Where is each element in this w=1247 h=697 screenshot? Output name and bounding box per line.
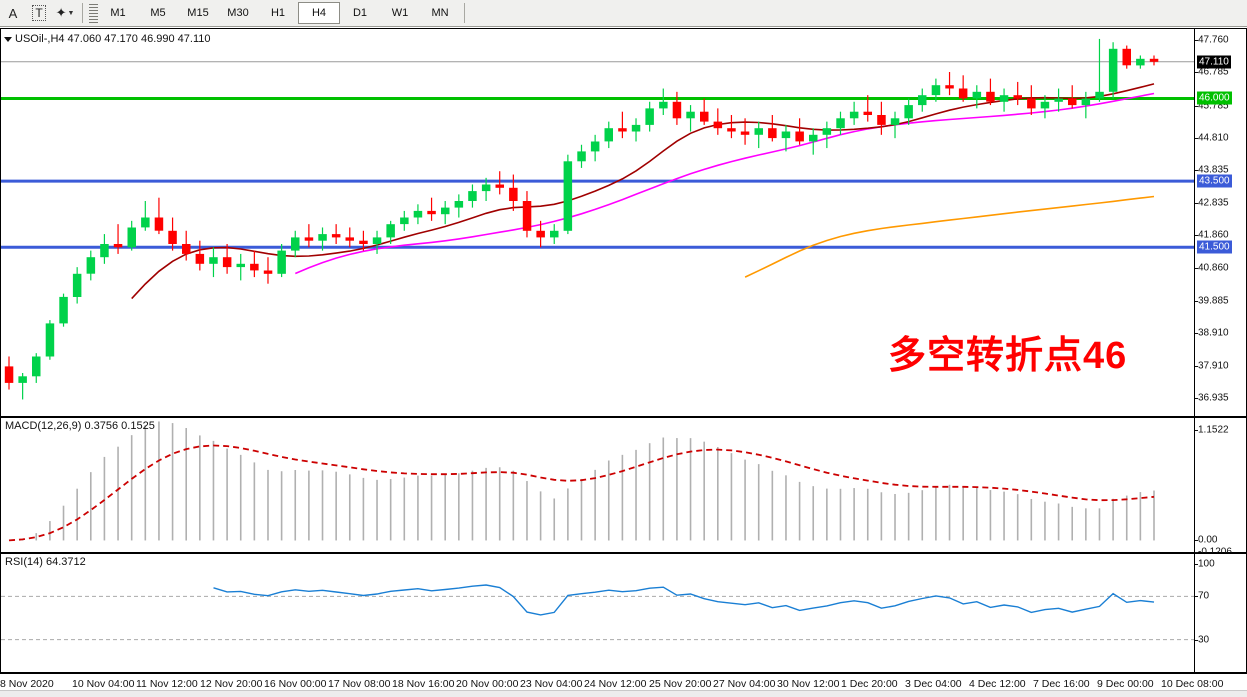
rsi-tick-label: 30: [1198, 634, 1210, 646]
time-axis-label: 30 Nov 12:00: [777, 678, 840, 690]
price-tickmark: [1195, 366, 1198, 368]
macd-panel[interactable]: 1.1522 0.00 -0.1206 MACD(12,26,9) 0.3756 0…: [0, 417, 1247, 558]
macd-label: MACD(12,26,9) 0.3756 0.1525: [5, 420, 155, 432]
objects-dropdown-button[interactable]: ✦ ▼: [52, 1, 78, 25]
macd-tickmark: [1195, 430, 1198, 431]
macd-plot-area[interactable]: [1, 418, 1194, 552]
macd-axis[interactable]: 1.1522 0.00 -0.1206: [1194, 418, 1246, 558]
price-candles: [1, 38, 1194, 400]
price-tick-label: 43.835: [1198, 164, 1229, 176]
rsi-label: RSI(14) 64.3712: [5, 556, 86, 568]
toolbar-divider: [82, 3, 83, 23]
price-badge-green[interactable]: 46.000: [1197, 91, 1232, 105]
chart-annotation: 多空转折点46: [888, 335, 1128, 377]
timeframe-m1[interactable]: M1: [110, 7, 126, 19]
price-axis[interactable]: 47.760 46.785 45.785 44.810 43.835 42.835 41.8…: [1194, 29, 1246, 416]
time-axis-label: 7 Dec 16:00: [1033, 678, 1090, 690]
time-axis-label: 18 Nov 16:00: [392, 678, 455, 690]
chevron-down-icon: ▼: [67, 9, 75, 17]
price-tickmark: [1195, 40, 1198, 42]
price-badge-black[interactable]: 47.110: [1197, 55, 1231, 69]
price-tickmark: [1195, 300, 1198, 302]
price-tick-label: 37.910: [1198, 360, 1229, 372]
price-tickmark: [1195, 105, 1198, 107]
text-tool-button[interactable]: A: [0, 1, 26, 25]
timeframe-m15[interactable]: M15: [187, 7, 209, 19]
price-plot-area[interactable]: [1, 29, 1194, 416]
toolbar: A T ✦ ▼ M1 M5 M15 M30 H1 H4 D1 W1 MN: [0, 0, 1247, 27]
time-axis-label: 27 Nov 04:00: [713, 678, 776, 690]
rsi-tickmark: [1195, 596, 1198, 598]
text-tool-label: A: [8, 5, 18, 21]
time-axis-label: 12 Nov 20:00: [200, 678, 263, 690]
time-axis-label: 3 Dec 04:00: [905, 678, 962, 690]
rsi-tick-label: 70: [1198, 590, 1210, 602]
rsi-panel[interactable]: 100 70 30 RSI(14) 64.3712: [0, 553, 1247, 673]
timeframe-m30[interactable]: M30: [227, 7, 249, 19]
price-tick-label: 45.785: [1198, 100, 1229, 112]
price-tickmark: [1195, 268, 1198, 270]
price-tick-label: 44.810: [1198, 132, 1229, 144]
time-axis-label: 9 Dec 00:00: [1097, 678, 1154, 690]
price-tickmark: [1195, 72, 1198, 74]
price-tickmark: [1195, 332, 1198, 334]
time-axis-label: 10 Dec 08:00: [1161, 678, 1224, 690]
time-axis-label: 25 Nov 20:00: [649, 678, 712, 690]
toolbar-grip[interactable]: [89, 3, 98, 23]
time-axis-label: 4 Dec 12:00: [969, 678, 1026, 690]
time-axis-label: 11 Nov 12:00: [136, 678, 198, 690]
price-tick-label: 46.785: [1198, 66, 1229, 78]
price-tickmark: [1195, 398, 1198, 400]
time-axis-label: 8 Nov 2020: [0, 678, 54, 690]
rsi-graph: [1, 584, 1194, 641]
time-axis-label: 23 Nov 04:00: [520, 678, 583, 690]
label-tool-button[interactable]: T: [26, 1, 52, 25]
timeframe-w1[interactable]: W1: [391, 7, 409, 19]
rsi-tickmark: [1195, 639, 1198, 641]
collapse-arrow-icon[interactable]: [4, 36, 12, 42]
price-tick-label: 39.885: [1198, 295, 1229, 307]
timeframe-mn[interactable]: MN: [431, 7, 449, 19]
price-tick-label: 36.935: [1198, 392, 1229, 404]
price-tick-label: 42.835: [1198, 197, 1229, 209]
macd-graph: [8, 421, 1155, 542]
price-tick-label: 47.760: [1198, 34, 1229, 46]
macd-tick-label: -0.1206: [1198, 546, 1232, 558]
toolbar-divider-2: [464, 3, 465, 23]
price-chart-panel[interactable]: 47.760 46.785 45.785 44.810 43.835 42.835 41.8…: [0, 28, 1247, 417]
rsi-plot-area[interactable]: [1, 554, 1194, 672]
price-tick-label: 38.910: [1198, 327, 1229, 339]
rsi-tick-label: 100: [1198, 558, 1215, 570]
price-tick-label: 40.860: [1198, 262, 1229, 274]
timeframe-m5[interactable]: M5: [150, 7, 166, 19]
timeframe-h1[interactable]: H1: [270, 7, 286, 19]
price-badge-blue[interactable]: 41.500: [1197, 240, 1232, 254]
price-tickmark: [1195, 235, 1198, 237]
price-tickmark: [1195, 203, 1198, 205]
macd-tickmark: [1195, 552, 1198, 553]
time-axis-label: 1 Dec 20:00: [841, 678, 898, 690]
price-tickmark: [1195, 170, 1198, 172]
symbol-ohlc-text: USOil-,H4 47.060 47.170 46.990 47.110: [15, 33, 211, 45]
price-tick-label: 41.860: [1198, 229, 1229, 241]
label-tool-label: T: [32, 5, 46, 21]
timeframe-d1[interactable]: D1: [352, 7, 368, 19]
time-axis-label: 17 Nov 08:00: [328, 678, 391, 690]
rsi-axis[interactable]: 100 70 30: [1194, 554, 1246, 672]
macd-tick-label: 0.00: [1198, 534, 1218, 546]
time-axis-label: 16 Nov 00:00: [264, 678, 327, 690]
time-axis-label: 20 Nov 00:00: [456, 678, 519, 690]
macd-tickmark: [1195, 540, 1198, 542]
symbol-info: USOil-,H4 47.060 47.170 46.990 47.110: [4, 33, 211, 45]
time-axis-label: 10 Nov 04:00: [72, 678, 135, 690]
price-badge-blue[interactable]: 43.500: [1197, 174, 1232, 188]
price-tickmark: [1195, 137, 1198, 139]
macd-tick-label: 1.1522: [1198, 424, 1229, 436]
time-axis-label: 24 Nov 12:00: [584, 678, 647, 690]
status-strip: [0, 690, 1247, 697]
timeframe-h4[interactable]: H4: [298, 2, 340, 24]
rsi-tickmark: [1195, 564, 1198, 565]
shapes-icon: ✦: [55, 5, 67, 20]
